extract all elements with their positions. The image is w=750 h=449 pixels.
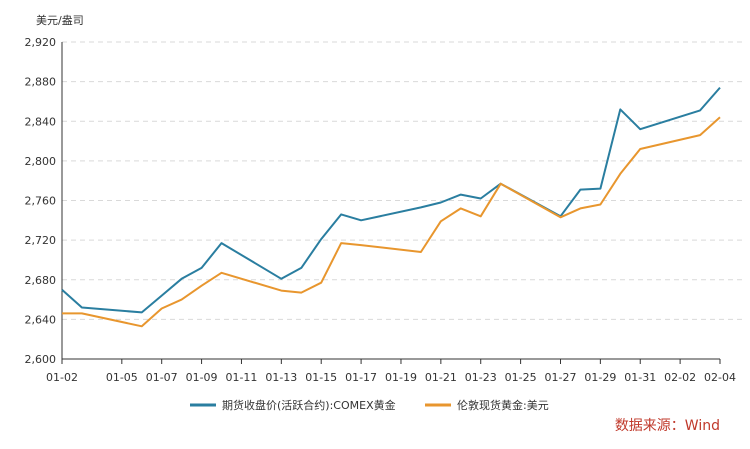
y-tick-label: 2,760: [25, 195, 57, 208]
x-tick-label: 01-21: [425, 371, 457, 384]
x-tick-label: 01-15: [305, 371, 337, 384]
x-tick-label: 01-19: [385, 371, 417, 384]
x-tick-label: 01-05: [106, 371, 138, 384]
series-lines: [61, 86, 721, 328]
y-tick-label: 2,880: [25, 76, 57, 89]
x-tick-label: 01-09: [186, 371, 218, 384]
x-tick-label: 01-31: [624, 371, 656, 384]
x-tick-label: 01-27: [545, 371, 577, 384]
y-tick-label: 2,720: [25, 234, 57, 247]
x-tick-label: 02-02: [664, 371, 696, 384]
x-tick-label: 01-07: [146, 371, 178, 384]
legend-label: 伦敦现货黄金:美元: [457, 398, 549, 412]
y-tick-label: 2,640: [25, 313, 57, 326]
x-tick-label: 01-02: [46, 371, 78, 384]
y-tick-label: 2,800: [25, 155, 57, 168]
x-tick-label: 02-04: [704, 371, 736, 384]
y-axis-ticks: 2,600 2,640 2,680 2,720 2,760 2,800 2,840 2,880…: [25, 36, 57, 366]
grid-lines: [62, 41, 746, 320]
x-tick-label: 01-13: [265, 371, 297, 384]
x-tick-label: 01-29: [584, 371, 616, 384]
x-tick-label: 01-11: [225, 371, 257, 384]
y-axis-unit: 美元/盎司: [36, 13, 84, 27]
y-tick-label: 2,600: [25, 353, 57, 366]
x-tick-label: 01-25: [505, 371, 537, 384]
y-tick-label: 2,840: [25, 115, 57, 128]
data-source-label: 数据来源：Wind: [614, 418, 720, 434]
series-line-2: [62, 116, 721, 328]
x-tick-label: 01-23: [465, 371, 497, 384]
legend-label: 期货收盘价(活跃合约):COMEX黄金: [222, 398, 396, 412]
series-line-1: [61, 86, 721, 314]
x-axis: 01-02 01-05 01-07 01-09 01-11 01-13 01-15 01-17…: [46, 42, 736, 384]
y-tick-label: 2,680: [25, 274, 57, 287]
y-tick-label: 2,920: [25, 36, 57, 49]
legend: 期货收盘价(活跃合约):COMEX黄金 伦敦现货黄金:美元: [190, 398, 549, 412]
x-tick-label: 01-17: [345, 371, 377, 384]
